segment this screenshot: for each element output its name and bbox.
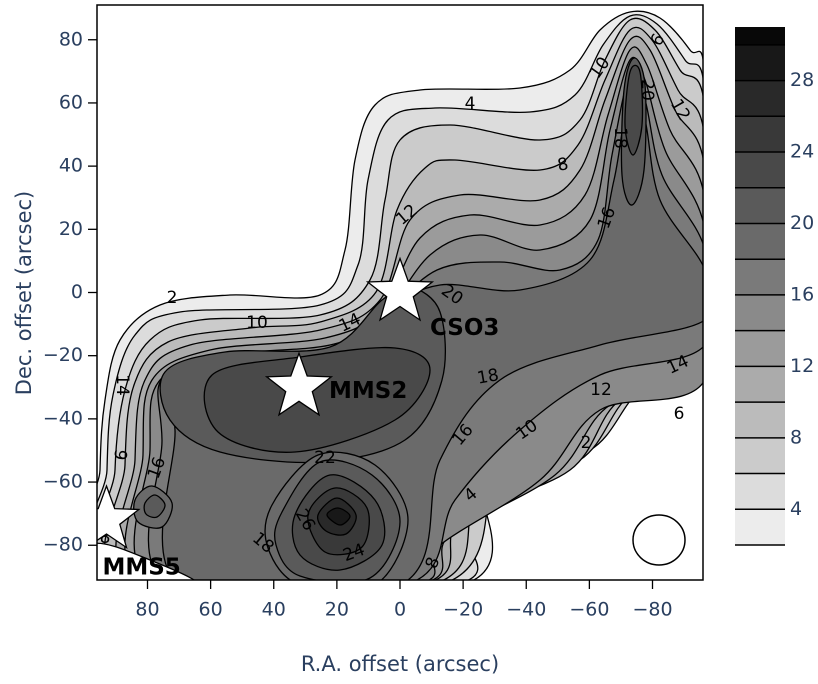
contour-label: 14 <box>112 374 132 396</box>
colorbar-band <box>735 223 785 260</box>
contour-band <box>143 494 166 519</box>
contour-label: 22 <box>314 448 336 468</box>
colorbar-band <box>735 294 785 331</box>
y-axis-title: Dec. offset (arcsec) <box>12 191 36 395</box>
x-tick-label: −60 <box>569 599 609 621</box>
contour-label: 10 <box>246 313 268 333</box>
x-tick-label: 0 <box>394 599 406 621</box>
colorbar-band <box>735 402 785 438</box>
contour-label: 12 <box>590 380 612 400</box>
x-tick-label: −20 <box>443 599 483 621</box>
y-tick-label: −80 <box>43 534 83 556</box>
colorbar-tick-label: 8 <box>790 426 802 448</box>
y-tick-label: 20 <box>59 218 83 240</box>
colorbar-band <box>735 509 785 545</box>
contour-band <box>97 542 196 580</box>
colorbar-band <box>735 44 785 81</box>
x-tick-label: −40 <box>506 599 546 621</box>
y-tick-label: −60 <box>43 471 83 493</box>
beam <box>632 514 686 566</box>
contour-label: 8 <box>100 528 111 548</box>
contour-band <box>203 346 431 453</box>
x-tick-label: 20 <box>325 599 349 621</box>
contour-label: 18 <box>476 365 501 388</box>
colorbar-band <box>735 187 785 224</box>
contour-label: 20 <box>637 79 657 101</box>
colorbar-tick-label: 4 <box>790 498 802 520</box>
x-tick-label: 80 <box>135 599 159 621</box>
contour-label: 2 <box>167 288 178 308</box>
colorbar-band <box>735 366 785 403</box>
y-tick-label: −20 <box>43 344 83 366</box>
contour-label: 6 <box>111 448 133 462</box>
colorbar-tick-label: 12 <box>790 355 814 377</box>
contour-label: 18 <box>610 127 630 149</box>
contour-label: 6 <box>674 404 685 424</box>
colorbar-band <box>735 259 785 295</box>
contour-band <box>624 64 644 156</box>
contour-label: 4 <box>465 94 476 114</box>
colorbar: 4 8 12 16 20 24 28 <box>735 27 814 546</box>
contour-label: 8 <box>556 154 570 176</box>
contour-label: 2 <box>581 433 592 453</box>
colorbar-band <box>735 80 785 117</box>
colorbar-tick-label: 20 <box>790 212 814 234</box>
colorbar-band <box>735 152 785 188</box>
colorbar-band <box>735 116 785 153</box>
axes: 80 60 40 20 0 −20 −40 −60 −80 −80 −60 −40 −20 0 20 40 60… <box>43 28 673 620</box>
colorbar-tick-label: 24 <box>790 141 814 163</box>
source-star <box>97 484 141 550</box>
source-label: MMS2 <box>329 378 407 404</box>
source-label: CSO3 <box>430 315 499 341</box>
source-star <box>264 351 334 417</box>
y-tick-label: 60 <box>59 91 83 113</box>
colorbar-band <box>735 27 785 45</box>
y-tick-label: 40 <box>59 155 83 177</box>
colorbar-tick-label: 16 <box>790 283 814 305</box>
contour-band <box>326 507 351 526</box>
y-tick-label: 0 <box>71 281 83 303</box>
source-star <box>365 256 435 322</box>
colorbar-band <box>735 330 785 367</box>
source-label: MMS5 <box>102 554 180 580</box>
x-tick-label: −80 <box>632 599 672 621</box>
x-axis-title: R.A. offset (arcsec) <box>301 652 499 676</box>
x-tick-label: 60 <box>199 599 223 621</box>
x-tick-label: 40 <box>262 599 286 621</box>
colorbar-band <box>735 437 785 474</box>
colorbar-tick-label: 28 <box>790 69 814 91</box>
y-tick-label: 80 <box>59 28 83 50</box>
y-tick-label: −40 <box>43 407 83 429</box>
colorbar-band <box>735 473 785 510</box>
